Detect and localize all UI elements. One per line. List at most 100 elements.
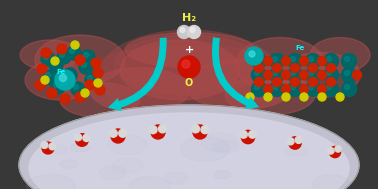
Ellipse shape (120, 40, 240, 100)
Circle shape (251, 53, 266, 68)
Circle shape (79, 60, 93, 74)
Circle shape (270, 53, 285, 68)
Circle shape (70, 49, 74, 53)
Ellipse shape (29, 113, 349, 189)
Circle shape (249, 131, 256, 138)
Circle shape (299, 57, 308, 66)
Ellipse shape (20, 40, 80, 70)
Ellipse shape (60, 160, 77, 169)
Circle shape (318, 57, 327, 66)
Circle shape (291, 57, 296, 61)
Circle shape (82, 63, 87, 67)
Circle shape (327, 57, 332, 61)
Circle shape (282, 57, 291, 66)
Circle shape (344, 57, 350, 61)
Circle shape (270, 67, 285, 83)
Circle shape (49, 143, 56, 150)
Ellipse shape (310, 37, 370, 73)
Ellipse shape (225, 75, 315, 115)
Circle shape (71, 82, 85, 96)
Circle shape (42, 142, 54, 154)
Circle shape (328, 148, 334, 154)
Circle shape (332, 148, 335, 152)
Circle shape (41, 76, 49, 84)
Circle shape (282, 70, 291, 80)
Circle shape (341, 67, 356, 83)
Ellipse shape (19, 105, 359, 189)
Circle shape (109, 129, 117, 137)
Ellipse shape (99, 166, 126, 179)
Circle shape (75, 92, 85, 102)
Circle shape (93, 68, 103, 78)
Ellipse shape (185, 60, 295, 110)
Ellipse shape (71, 143, 89, 152)
Circle shape (273, 84, 277, 90)
Circle shape (273, 77, 282, 87)
Ellipse shape (35, 35, 125, 85)
Ellipse shape (108, 135, 147, 155)
Circle shape (249, 51, 255, 57)
Circle shape (341, 53, 356, 68)
Circle shape (318, 93, 326, 101)
Ellipse shape (25, 60, 95, 100)
Circle shape (291, 84, 296, 90)
Ellipse shape (25, 60, 95, 100)
Circle shape (246, 53, 256, 61)
Circle shape (91, 58, 101, 68)
Circle shape (245, 47, 263, 65)
Circle shape (291, 139, 296, 143)
Circle shape (55, 70, 75, 90)
Circle shape (151, 125, 165, 139)
Ellipse shape (125, 33, 255, 67)
Circle shape (49, 58, 63, 72)
Circle shape (190, 28, 195, 33)
Circle shape (158, 125, 166, 133)
Circle shape (71, 41, 79, 49)
Circle shape (291, 64, 299, 73)
Circle shape (327, 70, 332, 75)
Ellipse shape (60, 83, 140, 118)
Ellipse shape (225, 75, 315, 115)
Circle shape (81, 50, 95, 64)
Ellipse shape (310, 37, 370, 73)
Ellipse shape (90, 67, 190, 112)
Circle shape (299, 84, 308, 94)
Circle shape (47, 88, 57, 98)
Circle shape (263, 84, 273, 94)
Text: H₂: H₂ (182, 13, 196, 23)
Ellipse shape (280, 53, 360, 98)
Circle shape (84, 53, 88, 57)
Ellipse shape (225, 75, 315, 115)
Circle shape (41, 48, 51, 58)
Ellipse shape (20, 40, 80, 70)
Ellipse shape (114, 35, 264, 95)
Circle shape (187, 26, 200, 39)
Circle shape (41, 52, 55, 66)
Circle shape (51, 80, 65, 94)
Circle shape (149, 126, 157, 134)
Circle shape (254, 84, 260, 90)
Circle shape (240, 131, 247, 138)
Ellipse shape (25, 60, 95, 100)
Circle shape (193, 125, 207, 139)
FancyArrowPatch shape (212, 37, 259, 109)
Circle shape (51, 60, 56, 66)
Circle shape (289, 137, 301, 149)
Ellipse shape (310, 37, 370, 73)
Circle shape (60, 94, 70, 104)
Circle shape (282, 84, 291, 94)
Circle shape (329, 146, 341, 158)
Ellipse shape (185, 60, 295, 110)
Circle shape (37, 64, 47, 74)
Circle shape (251, 67, 266, 83)
Circle shape (308, 70, 313, 75)
Circle shape (45, 73, 51, 77)
Circle shape (263, 70, 273, 80)
Circle shape (344, 70, 350, 75)
Circle shape (54, 83, 59, 88)
Circle shape (305, 53, 321, 68)
Circle shape (192, 125, 200, 133)
Ellipse shape (120, 40, 240, 100)
Circle shape (308, 64, 318, 73)
Circle shape (35, 80, 45, 90)
